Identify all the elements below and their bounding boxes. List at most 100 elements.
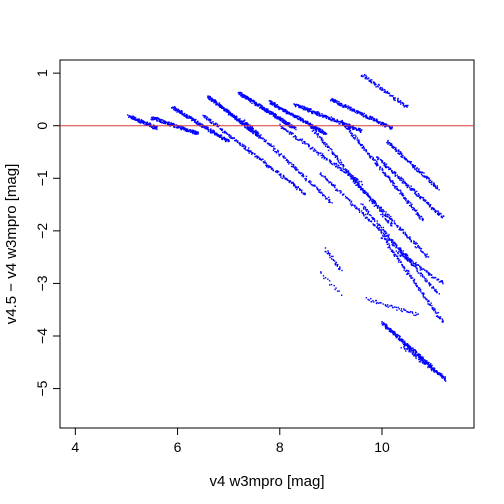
data-point bbox=[388, 166, 390, 168]
data-point bbox=[304, 143, 306, 145]
data-point bbox=[249, 100, 252, 102]
data-point bbox=[400, 309, 402, 312]
data-point bbox=[366, 194, 369, 196]
data-point bbox=[377, 164, 379, 167]
data-point bbox=[249, 98, 251, 101]
data-point bbox=[261, 107, 264, 109]
data-point bbox=[252, 127, 254, 130]
data-point bbox=[175, 108, 177, 110]
data-point bbox=[243, 123, 246, 125]
data-point bbox=[271, 113, 274, 115]
data-point bbox=[249, 150, 251, 152]
data-point bbox=[343, 170, 345, 173]
data-point bbox=[442, 319, 444, 322]
data-point bbox=[229, 111, 231, 113]
data-point bbox=[329, 160, 331, 162]
data-point bbox=[280, 117, 283, 120]
data-point bbox=[384, 166, 387, 169]
data-point bbox=[393, 220, 396, 222]
data-point bbox=[359, 186, 361, 189]
data-point bbox=[439, 213, 441, 215]
data-point bbox=[319, 173, 321, 175]
data-point bbox=[365, 191, 367, 193]
data-point bbox=[311, 130, 314, 132]
data-point bbox=[264, 109, 266, 111]
data-point bbox=[320, 137, 322, 139]
data-point bbox=[432, 286, 434, 289]
data-point bbox=[397, 99, 399, 102]
data-point bbox=[155, 118, 158, 121]
data-point bbox=[371, 200, 373, 202]
data-point bbox=[300, 119, 302, 122]
data-point bbox=[274, 105, 276, 108]
data-point bbox=[293, 127, 296, 130]
data-point bbox=[315, 113, 318, 116]
data-point bbox=[352, 134, 354, 137]
data-point bbox=[348, 131, 351, 133]
data-point bbox=[426, 175, 428, 178]
data-point bbox=[302, 120, 304, 123]
data-point bbox=[354, 177, 357, 179]
data-point bbox=[384, 304, 387, 307]
data-point bbox=[150, 126, 153, 128]
data-point bbox=[404, 257, 406, 260]
data-point bbox=[413, 278, 416, 281]
data-point bbox=[390, 241, 393, 244]
data-point bbox=[402, 182, 404, 184]
data-point bbox=[311, 110, 314, 113]
data-point bbox=[428, 285, 431, 287]
data-point bbox=[247, 149, 249, 151]
data-point bbox=[409, 161, 412, 164]
data-point bbox=[286, 130, 288, 132]
data-point bbox=[301, 119, 303, 121]
data-point bbox=[341, 120, 343, 122]
data-point bbox=[316, 128, 318, 130]
data-point bbox=[261, 138, 264, 140]
data-point bbox=[280, 173, 282, 176]
data-point bbox=[158, 120, 160, 122]
data-point bbox=[427, 203, 429, 205]
data-point bbox=[246, 95, 248, 98]
data-point bbox=[390, 304, 393, 307]
data-point bbox=[353, 177, 356, 179]
data-point bbox=[421, 268, 423, 271]
data-point bbox=[399, 250, 402, 252]
data-point bbox=[407, 256, 409, 258]
data-point bbox=[401, 177, 403, 180]
data-point bbox=[430, 302, 432, 304]
data-point bbox=[429, 181, 431, 184]
data-point bbox=[163, 122, 166, 124]
data-point bbox=[401, 229, 404, 231]
data-point bbox=[427, 366, 429, 369]
data-point bbox=[283, 128, 286, 131]
data-point bbox=[194, 130, 196, 132]
data-point bbox=[374, 159, 377, 161]
data-point bbox=[428, 300, 430, 303]
data-point bbox=[331, 151, 334, 154]
data-point bbox=[303, 192, 305, 194]
data-point bbox=[362, 213, 365, 215]
data-point bbox=[314, 112, 316, 114]
data-point bbox=[231, 137, 233, 139]
data-point bbox=[343, 168, 345, 171]
data-point bbox=[428, 363, 430, 366]
data-point bbox=[391, 330, 394, 332]
data-point bbox=[379, 86, 382, 89]
data-point bbox=[320, 114, 322, 117]
data-point bbox=[359, 129, 361, 131]
data-point bbox=[129, 115, 132, 118]
data-point bbox=[230, 113, 233, 116]
data-point bbox=[376, 206, 379, 208]
data-point bbox=[263, 140, 265, 142]
data-point bbox=[255, 130, 257, 133]
x-tick-label: 4 bbox=[71, 439, 79, 455]
data-point bbox=[418, 246, 421, 249]
data-point bbox=[426, 253, 428, 255]
data-point bbox=[393, 185, 395, 187]
data-point bbox=[274, 102, 276, 105]
data-point bbox=[336, 164, 338, 166]
data-point bbox=[402, 194, 404, 197]
data-point bbox=[156, 125, 158, 128]
data-point bbox=[177, 108, 179, 111]
data-point bbox=[279, 153, 282, 156]
